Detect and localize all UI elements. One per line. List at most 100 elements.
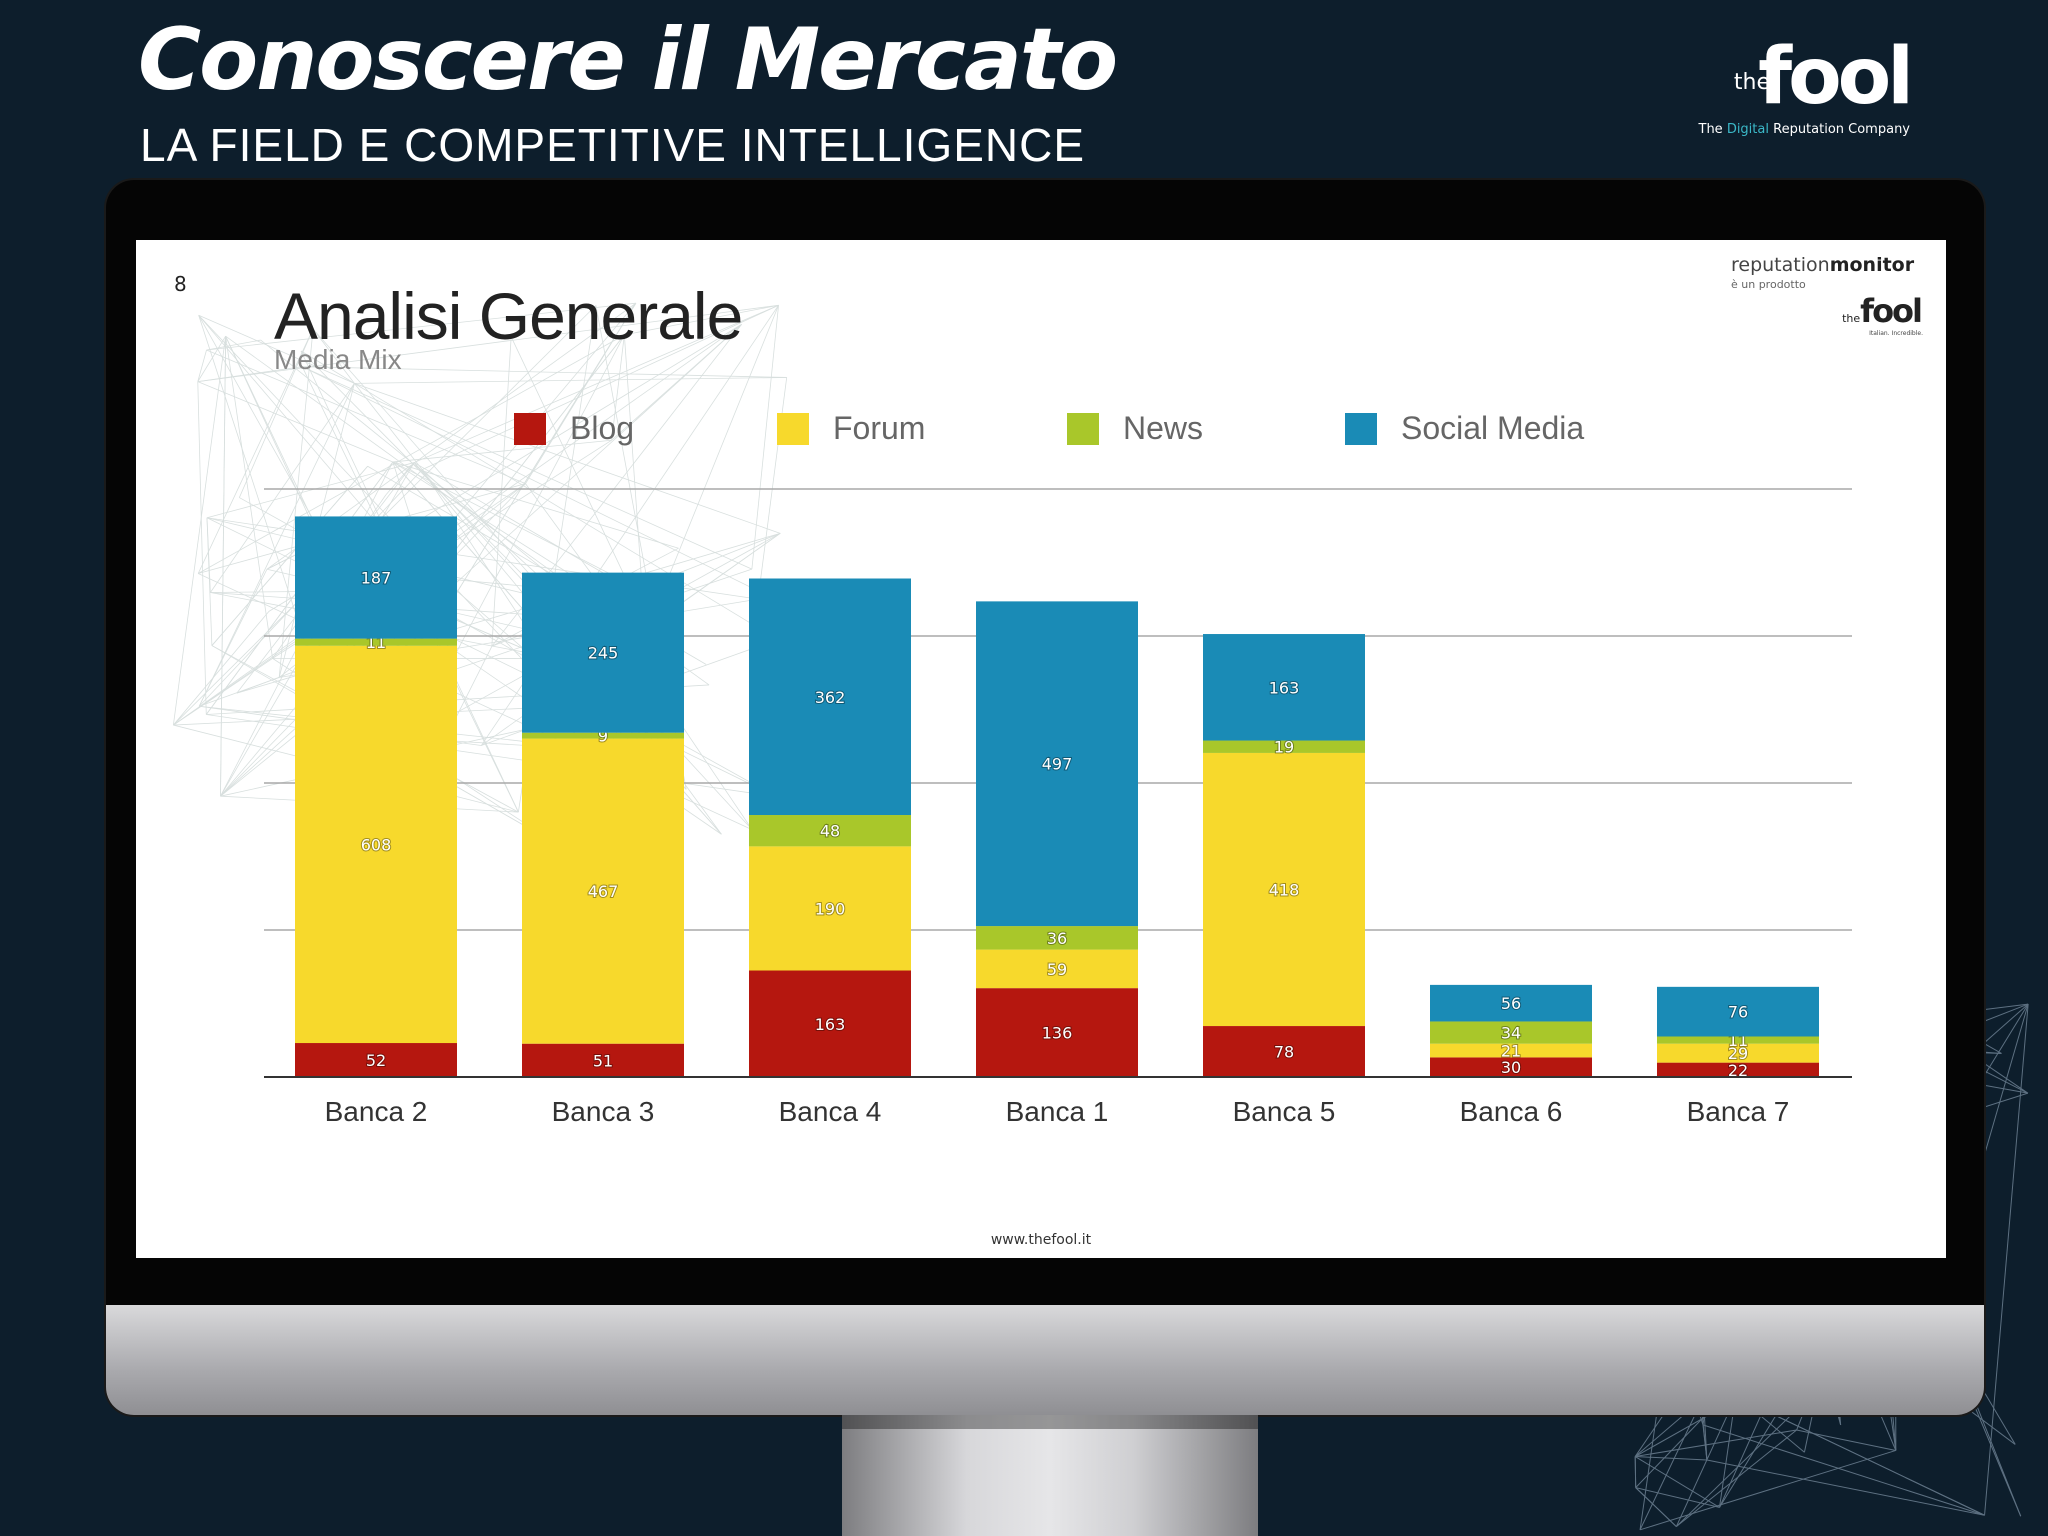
bar-blog-5 [1203, 1026, 1365, 1077]
slide-subtitle: Media Mix [274, 344, 402, 375]
bar-group-5: 78 418 19 163 [1203, 634, 1365, 1077]
stacked-bar-chart: 5260811187514679245163190483621365936497… [264, 488, 1852, 1127]
bar-social-media-7 [1657, 986, 1819, 1037]
data-label-blog-4: 136 [1042, 1024, 1073, 1043]
data-label-blog-2: 51 [593, 1051, 613, 1070]
monitor-stand-shadow [842, 1415, 1258, 1429]
data-label-forum-7: 29 [1728, 1044, 1748, 1063]
bar-group-4: 136 59 36 497 [976, 601, 1138, 1077]
bar-forum-1 [295, 645, 457, 1044]
legend-item-social-media: Social Media [1345, 410, 1584, 447]
data-label-forum-4: 59 [1047, 960, 1067, 979]
rm-tag: Italian. Incredible. [1869, 330, 1923, 337]
rm-subline: è un prodotto [1731, 278, 1806, 291]
legend-swatch-forum [777, 412, 809, 445]
bar-blog-4 [976, 988, 1138, 1077]
legend-item-news: News [1067, 410, 1203, 447]
legend-label-social-media: Social Media [1401, 410, 1585, 446]
bar-forum-7 [1657, 1043, 1819, 1063]
monitor-chin [106, 1305, 1984, 1415]
data-label-forum-5: 418 [1269, 880, 1300, 899]
data-label-social-media-5: 163 [1269, 678, 1300, 697]
data-label-news-4: 36 [1047, 929, 1067, 948]
data-label-news-6: 34 [1501, 1024, 1521, 1043]
data-label-forum-2: 467 [588, 882, 619, 901]
x-tick-label-3: Banca 4 [779, 1096, 882, 1127]
tagline-pre: The [1698, 122, 1727, 137]
bar-social-media-2 [522, 572, 684, 733]
bar-blog-7 [1657, 1062, 1819, 1077]
bar-forum-2 [522, 738, 684, 1044]
data-label-blog-3: 163 [815, 1015, 846, 1034]
data-label-blog-6: 30 [1501, 1058, 1521, 1077]
bar-blog-2 [522, 1043, 684, 1077]
slide-number: 8 [174, 272, 187, 296]
data-label-forum-6: 21 [1501, 1042, 1521, 1061]
logo-the: the [1733, 70, 1770, 95]
data-label-social-media-3: 362 [815, 688, 846, 707]
logo-fool: fool [1758, 32, 1914, 122]
legend-swatch-social-media [1345, 412, 1377, 445]
thefool-logo: the fool The Digital Reputation Company [1699, 32, 1914, 140]
bar-news-4 [976, 926, 1138, 950]
data-label-social-media-7: 76 [1728, 1003, 1748, 1022]
monitor-stand [842, 1415, 1258, 1536]
data-label-blog-1: 52 [366, 1051, 386, 1070]
x-tick-label-6: Banca 6 [1460, 1096, 1563, 1127]
bar-blog-6 [1430, 1057, 1592, 1077]
page-title: Conoscere il Mercato [138, 10, 1118, 110]
data-label-forum-1: 608 [361, 835, 392, 854]
slide-title: Analisi Generale [274, 279, 743, 353]
data-label-news-5: 19 [1274, 738, 1294, 757]
tagline-post: Reputation Company [1768, 122, 1910, 137]
rm-reputation: reputation [1731, 254, 1830, 276]
data-label-blog-7: 22 [1728, 1061, 1748, 1080]
x-tick-label-2: Banca 3 [552, 1096, 655, 1127]
bar-blog-1 [295, 1043, 457, 1077]
bar-news-7 [1657, 1036, 1819, 1044]
x-tick-label-4: Banca 1 [1006, 1096, 1109, 1127]
legend-label-forum: Forum [833, 410, 926, 446]
legend-item-blog: Blog [514, 410, 634, 447]
legend-item-forum: Forum [777, 410, 925, 447]
rm-monitor: monitor [1829, 254, 1915, 276]
bar-news-1 [295, 638, 457, 646]
bar-forum-4 [976, 949, 1138, 989]
bar-news-5 [1203, 740, 1365, 753]
data-label-forum-3: 190 [815, 899, 846, 918]
bar-forum-3 [749, 846, 911, 971]
slide-screen: 8 Analisi Generale Media Mix reputationm… [136, 240, 1946, 1258]
legend-label-news: News [1123, 410, 1204, 446]
bar-social-media-5 [1203, 634, 1365, 741]
x-tick-label-5: Banca 5 [1233, 1096, 1336, 1127]
rm-the: the [1842, 312, 1861, 325]
bar-forum-5 [1203, 752, 1365, 1027]
bar-social-media-1 [295, 516, 457, 639]
data-label-social-media-4: 497 [1042, 755, 1073, 774]
rm-wordmark: reputationmonitor [1731, 254, 1931, 276]
bar-forum-6 [1430, 1043, 1592, 1058]
legend-swatch-news [1067, 412, 1099, 445]
page-subtitle: LA FIELD E COMPETITIVE INTELLIGENCE [140, 119, 1086, 171]
x-tick-label-1: Banca 2 [325, 1096, 428, 1127]
reputation-monitor-logo: reputationmonitor è un prodotto thefool … [1731, 254, 1931, 337]
bar-blog-3 [749, 970, 911, 1077]
data-label-social-media-2: 245 [588, 644, 619, 663]
footer-url: www.thefool.it [990, 1232, 1092, 1248]
logo-tagline: The Digital Reputation Company [1699, 122, 1911, 137]
bar-social-media-3 [749, 578, 911, 816]
bar-news-3 [749, 815, 911, 847]
bar-social-media-6 [1430, 984, 1592, 1022]
chart-legend: Blog Forum News Social Media [136, 410, 1946, 450]
rm-fool: fool [1860, 292, 1923, 330]
bar-news-6 [1430, 1021, 1592, 1044]
bar-news-2 [522, 732, 684, 739]
data-label-social-media-1: 187 [361, 569, 392, 588]
data-label-news-3: 48 [820, 822, 840, 841]
rm-fool-mark: thefool [1842, 292, 1923, 330]
legend-label-blog: Blog [570, 410, 635, 446]
